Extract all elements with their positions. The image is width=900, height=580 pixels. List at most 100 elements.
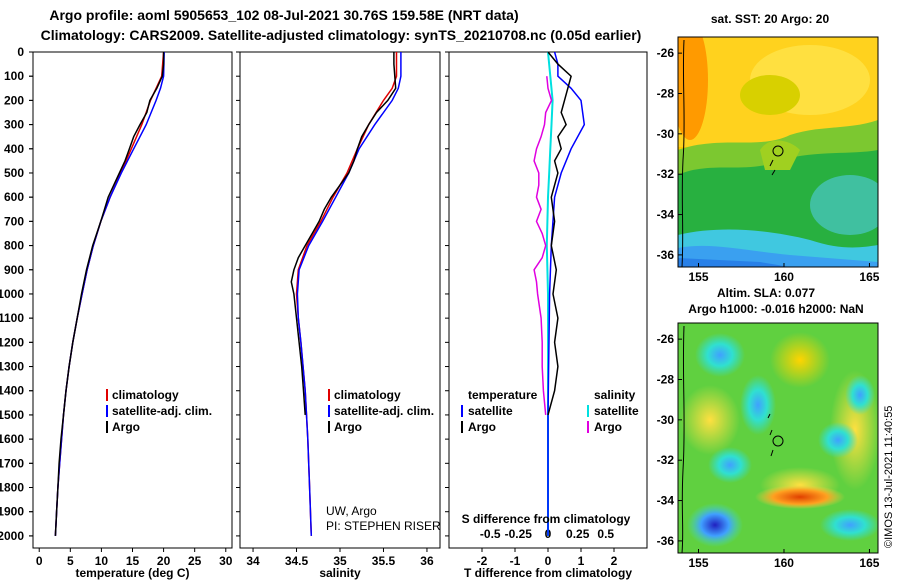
depth-tick-label: 2000 [0, 529, 24, 543]
legend-temperature-title: temperature [468, 388, 538, 402]
s-tick-label: 0.25 [566, 527, 590, 541]
depth-tick-label: 300 [4, 118, 24, 132]
x-tick-label: -1 [510, 554, 521, 568]
legend-s-satellite: satellite [594, 404, 639, 418]
difference-legend: temperature satellite Argo salinity sate… [461, 388, 639, 434]
salinity-legend: climatology satellite-adj. clim. Argo [328, 388, 434, 434]
legend-salinity-title: salinity [594, 388, 636, 402]
depth-tick-label: 400 [4, 142, 24, 156]
depth-tick-label: 1500 [0, 408, 24, 422]
map-x-tick-label: 165 [859, 270, 879, 284]
x-tick-label: 1 [578, 554, 585, 568]
x-tick-label: 0 [36, 554, 43, 568]
sla-heatmap [678, 323, 878, 553]
sst-map-frame [677, 36, 879, 268]
depth-tick-label: 1300 [0, 360, 24, 374]
map-y-tick-label: -30 [657, 127, 675, 141]
salinity-argo-line [290, 52, 397, 415]
map-x-tick-label: 155 [688, 556, 708, 570]
temperature-panel: 0 5 10 15 20 25 30 temperature (deg C) [29, 51, 233, 580]
legend-argo: Argo [112, 420, 140, 434]
map-x-tick-label: 160 [774, 556, 794, 570]
legend-s-argo: Argo [594, 420, 622, 434]
x-tick-label: 34.5 [285, 554, 309, 568]
x-tick-label: 20 [157, 554, 171, 568]
s-tick-label: -0.25 [505, 527, 533, 541]
salinity-panel-frame [239, 51, 441, 549]
depth-tick-label: 600 [4, 190, 24, 204]
difference-panel: -2 -1 0 1 2T difference from climatology -0.5… [445, 51, 632, 580]
map-y-tick-label: -26 [657, 46, 675, 60]
title-line-2: Climatology: CARS2009. Satellite-adjuste… [41, 27, 642, 43]
legend-t-argo: Argo [468, 420, 496, 434]
map-x-tick-label: 165 [859, 556, 879, 570]
map-x-tick-label: 160 [774, 270, 794, 284]
depth-tick-label: 1900 [0, 505, 24, 519]
x-tick-label: 25 [188, 554, 202, 568]
salinity-climatology-line [295, 52, 398, 536]
legend-argo: Argo [334, 420, 362, 434]
s-satellite-diff-line [545, 51, 554, 536]
depth-tick-label: 1700 [0, 456, 24, 470]
depth-tick-label: 1000 [0, 287, 24, 301]
depth-tick-label: 500 [4, 166, 24, 180]
map-y-tick-label: -36 [657, 248, 675, 262]
title-line-1: Argo profile: aoml 5905653_102 08-Jul-20… [49, 7, 518, 23]
depth-tick-label: 200 [4, 93, 24, 107]
map-y-tick-label: -28 [657, 372, 675, 386]
depth-tick-label: 1200 [0, 335, 24, 349]
depth-tick-label: 700 [4, 214, 24, 228]
map-y-tick-label: -36 [657, 534, 675, 548]
depth-tick-label: 800 [4, 239, 24, 253]
t-argo-diff-line [547, 51, 572, 416]
sst-map-axes: 155 160 165 -26 -28 -30 -32 -34 -36 [657, 46, 880, 284]
salinity-panel: 34 34.5 35 35.5 36 salinity [236, 51, 434, 580]
temperature-climatology-line [54, 51, 165, 536]
temperature-satellite-adj-line [54, 51, 165, 536]
sla-map-frame [677, 322, 879, 554]
depth-tick-label: 1600 [0, 432, 24, 446]
x-tick-label: 35 [333, 554, 347, 568]
map-y-tick-label: -28 [657, 86, 675, 100]
salinity-satellite-adj-line [296, 52, 402, 536]
x-tick-label: -2 [477, 554, 488, 568]
x-axis-label: temperature (deg C) [75, 566, 189, 580]
s-difference-label: S difference from climatology [462, 512, 631, 526]
x-tick-label: 35.5 [372, 554, 396, 568]
map-y-tick-label: -26 [657, 332, 675, 346]
x-tick-label: 5 [67, 554, 74, 568]
x-tick-label: 0 [545, 554, 552, 568]
x-tick-label: 30 [219, 554, 233, 568]
sst-map-title: sat. SST: 20 Argo: 20 [711, 12, 830, 26]
map-y-tick-label: -30 [657, 413, 675, 427]
map-y-tick-label: -34 [657, 208, 675, 222]
temperature-legend: climatology satellite-adj. clim. Argo [106, 388, 212, 434]
sst-heatmap [678, 37, 878, 267]
x-tick-label: 15 [126, 554, 140, 568]
legend-climatology: climatology [334, 388, 401, 402]
x-tick-label: 10 [95, 554, 109, 568]
x-tick-label: 36 [420, 554, 434, 568]
map-x-tick-label: 155 [688, 270, 708, 284]
s-argo-diff-line [533, 76, 553, 415]
map-y-tick-label: -32 [657, 167, 675, 181]
temperature-panel-frame [32, 51, 233, 549]
sla-map-axes: 155 160 165 -26 -28 -30 -32 -34 -36 [657, 332, 880, 570]
s-tick-label: 0.5 [597, 527, 614, 541]
depth-tick-label: 100 [4, 69, 24, 83]
legend-satellite-adj: satellite-adj. clim. [112, 404, 212, 418]
x-axis-label: salinity [319, 566, 361, 580]
t-satellite-diff-line [547, 51, 586, 536]
sla-map-subtitle: Argo h1000: -0.016 h2000: NaN [688, 302, 863, 316]
sla-map-title: Altim. SLA: 0.077 [717, 286, 815, 300]
depth-tick-label: 900 [4, 263, 24, 277]
imos-credit: ©IMOS 13-Jul-2021 11:40:55 [883, 406, 895, 548]
x-axis-label: T difference from climatology [464, 566, 632, 580]
depth-tick-label: 1400 [0, 384, 24, 398]
temperature-argo-line [54, 52, 165, 536]
pi-credit-line-1: UW, Argo [326, 504, 377, 518]
x-tick-label: 34 [246, 554, 260, 568]
map-y-tick-label: -32 [657, 453, 675, 467]
x-tick-label: 2 [611, 554, 618, 568]
